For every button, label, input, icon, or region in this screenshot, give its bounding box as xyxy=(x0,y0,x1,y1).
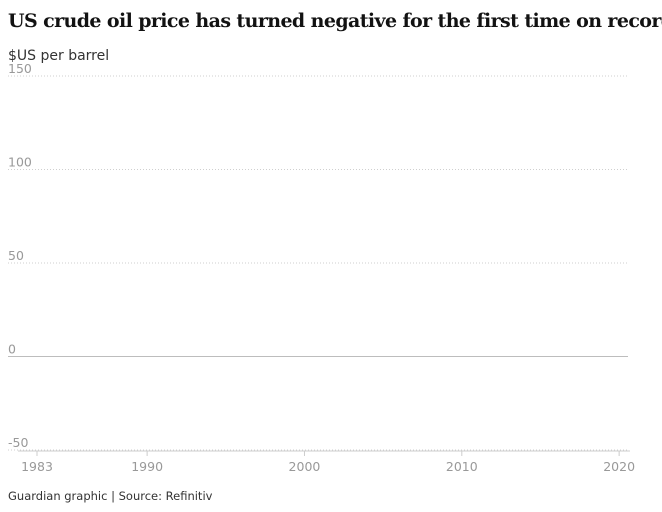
y-axis-label: $US per barrel xyxy=(8,48,110,64)
y-tick-labels: 150 100 50 0 -50 xyxy=(8,61,32,450)
y-tick-label: 50 xyxy=(8,248,24,263)
x-tick-label: 1983 xyxy=(21,459,53,474)
y-tick-label: 100 xyxy=(8,155,32,170)
y-tick-label: 150 xyxy=(8,61,32,76)
x-tick-label: 1990 xyxy=(131,459,163,474)
x-tick-label: 2010 xyxy=(446,459,478,474)
y-tick-label: 0 xyxy=(8,342,16,357)
x-tick-label: 2020 xyxy=(603,459,635,474)
gridlines xyxy=(8,75,628,451)
source-note: Guardian graphic | Source: Refinitiv xyxy=(8,489,213,503)
x-tick-label: 2000 xyxy=(289,459,321,474)
x-axis: 1983 1990 2000 2010 2020 xyxy=(18,450,635,474)
chart-title: US crude oil price has turned negative f… xyxy=(8,10,662,32)
y-tick-label: -50 xyxy=(8,435,28,450)
